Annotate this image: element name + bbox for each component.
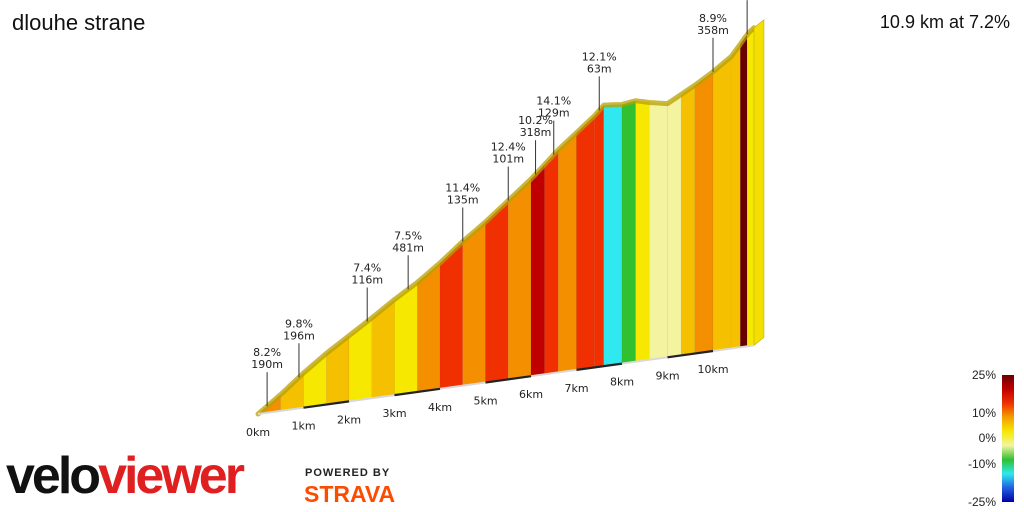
gradient-segment-21 (667, 93, 682, 358)
annotation-length: 318m (520, 126, 552, 139)
annotation-length: 101m (492, 153, 524, 166)
gradient-segment-14 (558, 132, 577, 373)
scale-label: 10% (972, 406, 996, 420)
annotation-length: 196m (283, 329, 315, 342)
gradient-segment-11 (508, 178, 532, 380)
gradient-segment-27 (746, 27, 755, 347)
annotation-gradient: 9.8% (285, 317, 313, 330)
annotation-gradient: 8.9% (699, 12, 727, 25)
gradient-segment-12 (530, 163, 545, 377)
gradient-segment-10 (485, 199, 509, 383)
km-axis-bar (667, 349, 714, 359)
annotation-gradient: 8.2% (253, 346, 281, 359)
strava-logo: STRAVA (304, 481, 396, 507)
gradient-color-scale (1002, 375, 1014, 502)
gradient-segment-13 (544, 149, 559, 375)
x-tick-label: 9km (655, 369, 679, 382)
annotation-length: 135m (447, 193, 479, 206)
annotation-length: 116m (351, 274, 383, 287)
climb-summary: 10.9 km at 7.2% (879, 12, 1010, 32)
gradient-segment-20 (649, 102, 668, 361)
gradient-segment-22 (680, 84, 696, 356)
gradient-segment-17 (603, 104, 623, 367)
page-title: dlouhe strane (12, 10, 146, 35)
x-tick-label: 2km (337, 413, 361, 426)
km-axis-bar (394, 387, 441, 397)
gradient-segment-15 (576, 114, 595, 371)
x-tick-label: 10km (697, 363, 728, 376)
x-tick-label: 5km (473, 395, 497, 408)
gradient-segment-19 (635, 100, 650, 362)
gradient-segment-23 (694, 71, 714, 354)
annotation-gradient: 14.1% (536, 95, 571, 108)
km-axis-bar (485, 375, 532, 384)
annotation-length: 481m (392, 241, 424, 254)
gradient-segment-18 (621, 100, 636, 364)
annotation-gradient: 7.4% (353, 262, 381, 275)
scale-label: -10% (968, 457, 996, 471)
annotation-gradient: 7.5% (394, 229, 422, 242)
scale-label: 25% (972, 368, 996, 382)
annotation-length: 190m (251, 358, 283, 371)
scale-label: 0% (979, 431, 997, 445)
gradient-segment-16 (594, 104, 605, 368)
x-tick-label: 1km (291, 420, 315, 433)
profile-ridge-line (255, 25, 757, 417)
annotation-length: 358m (697, 24, 729, 37)
veloviewer-logo: veloviewer (6, 447, 245, 505)
annotation-length: 63m (587, 62, 612, 75)
annotation-length: 129m (538, 107, 570, 120)
x-tick-label: 4km (428, 401, 452, 414)
annotation-gradient: 12.4% (491, 141, 526, 154)
gradient-segment-25 (730, 43, 741, 349)
x-tick-label: 6km (519, 388, 543, 401)
km-axis-bar (303, 400, 350, 409)
profile-end-face (753, 19, 765, 346)
x-tick-label: 7km (564, 382, 588, 395)
annotation-gradient: 11.4% (445, 181, 480, 194)
gradient-segment-24 (712, 55, 732, 352)
gradient-segment-8 (439, 240, 463, 390)
x-tick-label: 0km (246, 426, 270, 439)
km-axis-bar (576, 362, 623, 371)
scale-label: -25% (968, 495, 996, 509)
x-tick-label: 8km (610, 376, 634, 389)
x-tick-label: 3km (382, 407, 406, 420)
gradient-segment-26 (740, 33, 748, 348)
gradient-segment-9 (462, 221, 486, 386)
powered-by-label: POWERED BY (305, 467, 391, 479)
annotation-gradient: 12.1% (582, 50, 617, 63)
annotation-gradient: 10.2% (518, 114, 553, 127)
